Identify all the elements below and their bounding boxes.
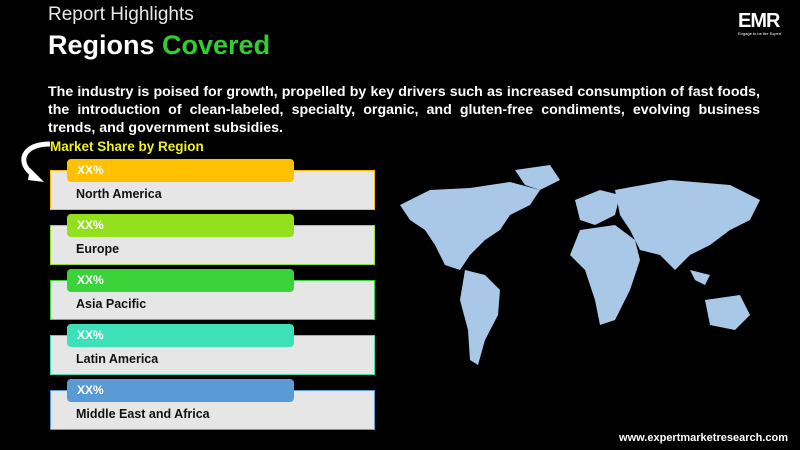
region-name: Middle East and Africa <box>76 407 210 421</box>
emr-logo: EMR Engage to be the Expert <box>738 10 781 36</box>
market-share-label: Market Share by Region <box>50 139 204 154</box>
region-share-value: XX% <box>67 379 294 402</box>
region-share-value: XX% <box>67 214 294 237</box>
logo-tagline: Engage to be the Expert <box>738 31 782 36</box>
website-url[interactable]: www.expertmarketresearch.com <box>619 432 788 444</box>
region-share-value: XX% <box>67 159 294 182</box>
description: The industry is poised for growth, prope… <box>48 84 760 136</box>
region-share-value: XX% <box>67 324 294 347</box>
region-name: Europe <box>76 242 120 256</box>
report-highlights-subtitle: Report Highlights <box>48 4 194 25</box>
title-part1: Regions <box>48 30 155 60</box>
page-title: Regions Covered <box>48 30 270 61</box>
region-share-value: XX% <box>67 269 294 292</box>
logo-text: EMR <box>738 10 780 32</box>
region-name: Asia Pacific <box>76 297 147 311</box>
region-name: Latin America <box>76 352 159 366</box>
curved-arrow-icon <box>21 141 51 182</box>
region-name: North America <box>76 187 162 201</box>
world-map <box>400 165 760 365</box>
title-part2: Covered <box>162 30 271 60</box>
